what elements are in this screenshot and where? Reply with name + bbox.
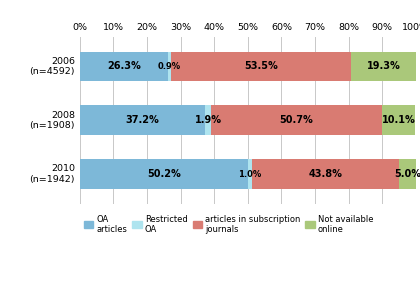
Text: 1.0%: 1.0% [239,170,262,179]
Bar [252,159,399,189]
Bar [205,106,211,135]
Bar [381,106,415,135]
Text: 5.0%: 5.0% [394,169,420,179]
Text: 50.7%: 50.7% [279,115,313,125]
Text: 10.1%: 10.1% [382,115,415,125]
Bar [171,52,351,81]
Bar [249,159,252,189]
Text: 53.5%: 53.5% [244,61,278,71]
Text: 26.3%: 26.3% [107,61,141,71]
Text: 0.9%: 0.9% [158,62,181,71]
Text: 50.2%: 50.2% [147,169,181,179]
Bar [351,52,416,81]
Text: 19.3%: 19.3% [367,61,400,71]
Bar [211,106,381,135]
Text: 43.8%: 43.8% [308,169,342,179]
Bar [399,159,416,189]
Legend: OA
articles, Restricted
OA, articles in subscription
journals, Not available
onl: OA articles, Restricted OA, articles in … [84,215,373,234]
Bar [80,52,168,81]
Bar [80,106,205,135]
Bar [168,52,171,81]
Text: 37.2%: 37.2% [126,115,159,125]
Text: 1.9%: 1.9% [194,115,221,125]
Bar [80,159,249,189]
